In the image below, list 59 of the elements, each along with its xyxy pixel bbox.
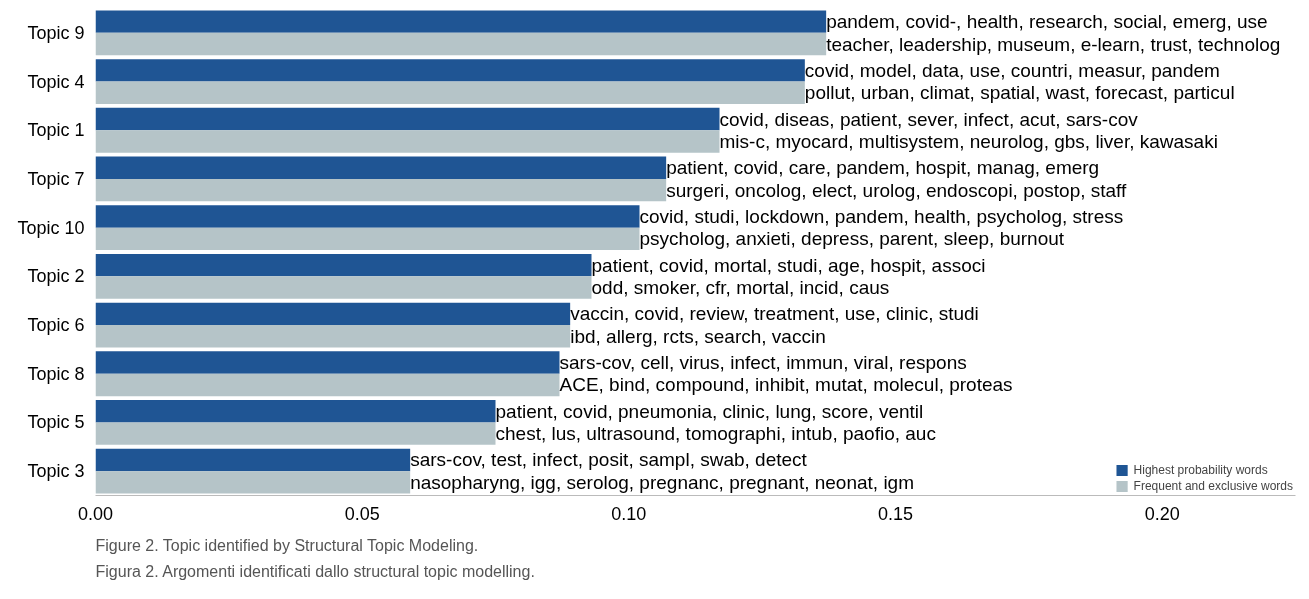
data-label: pandem, covid-, health, research, social, emerg, use <box>826 11 1268 33</box>
y-tick-label: Topic 7 <box>27 168 85 189</box>
bar <box>95 448 411 472</box>
y-tick-label: Topic 10 <box>17 217 85 238</box>
bar <box>95 373 560 397</box>
data-label: patient, covid, pneumonia, clinic, lung, score, ventil <box>495 400 924 422</box>
bar <box>95 351 560 374</box>
bar <box>95 32 827 56</box>
x-tick-label: 0.15 <box>877 503 914 524</box>
bar <box>95 227 640 251</box>
data-label: mis-c, myocard, multisystem, neurolog, gbs, liver, kawasaki <box>719 130 1218 152</box>
bar <box>95 10 827 33</box>
bar <box>95 107 720 131</box>
x-tick-label: 0.20 <box>1144 503 1180 524</box>
data-label: sars-cov, cell, virus, infect, immun, viral, respons <box>559 352 967 374</box>
bar <box>95 178 667 202</box>
legend-label: Frequent and exclusive words <box>1133 479 1293 493</box>
y-tick-label: Topic 5 <box>27 412 85 433</box>
data-label: patient, covid, care, pandem, hospit, manag, emerg <box>666 157 1100 179</box>
bar <box>95 302 571 326</box>
bar <box>95 253 592 277</box>
y-tick-label: Topic 9 <box>27 22 85 43</box>
x-tick-label: 0.00 <box>77 503 114 524</box>
data-label: covid, diseas, patient, sever, infect, acut, sars-cov <box>719 108 1139 130</box>
y-tick-label: Topic 1 <box>27 120 85 141</box>
bar <box>95 156 667 179</box>
bar <box>95 205 640 228</box>
bar <box>95 81 805 104</box>
x-tick-label: 0.05 <box>344 503 380 524</box>
data-label: covid, studi, lockdown, pandem, health, psycholog, stress <box>639 205 1124 227</box>
legend-label: Highest probability words <box>1133 463 1268 477</box>
data-label: nasopharyng, igg, serolog, pregnanc, pregnant, neonat, igm <box>410 471 915 493</box>
data-label: sars-cov, test, infect, posit, sampl, swab, detect <box>410 449 808 471</box>
data-label: teacher, leadership, museum, e-learn, trust, technolog <box>826 33 1281 55</box>
bar <box>95 276 592 299</box>
y-tick-label: Topic 4 <box>27 71 85 92</box>
data-label: ibd, allerg, rcts, search, vaccin <box>570 325 826 347</box>
data-label: ACE, bind, compound, inhibit, mutat, molecul, proteas <box>559 374 1013 396</box>
data-label: patient, covid, mortal, studi, age, hospit, associ <box>591 254 986 276</box>
bar <box>95 400 496 423</box>
bar <box>95 471 411 494</box>
bar <box>95 325 571 348</box>
data-label: surgeri, oncolog, elect, urolog, endoscopi, postop, staff <box>666 179 1128 201</box>
data-label: odd, smoker, cfr, mortal, incid, caus <box>591 277 890 299</box>
y-tick-label: Topic 6 <box>27 315 85 336</box>
x-tick-label: 0.10 <box>611 503 647 524</box>
y-tick-label: Topic 2 <box>27 266 85 287</box>
caption: Figure 2. Topic identified by Structural Topic Modeling. <box>95 536 479 554</box>
bar <box>95 130 720 153</box>
bar <box>95 422 496 445</box>
bar <box>95 59 805 82</box>
data-label: psycholog, anxieti, depress, parent, sleep, burnout <box>639 228 1065 250</box>
y-tick-label: Topic 8 <box>27 363 85 384</box>
data-label: chest, lus, ultrasound, tomographi, intub, paofio, auc <box>495 423 936 445</box>
data-label: covid, model, data, use, countri, measur, pandem <box>804 59 1220 81</box>
data-label: pollut, urban, climat, spatial, wast, forecast, particul <box>804 82 1235 104</box>
text: Figura 2. Argomenti identificati dallo structural topic modelling. <box>95 562 535 580</box>
y-tick-label: Topic 3 <box>27 461 85 482</box>
data-label: vaccin, covid, review, treatment, use, clinic, studi <box>570 303 979 325</box>
